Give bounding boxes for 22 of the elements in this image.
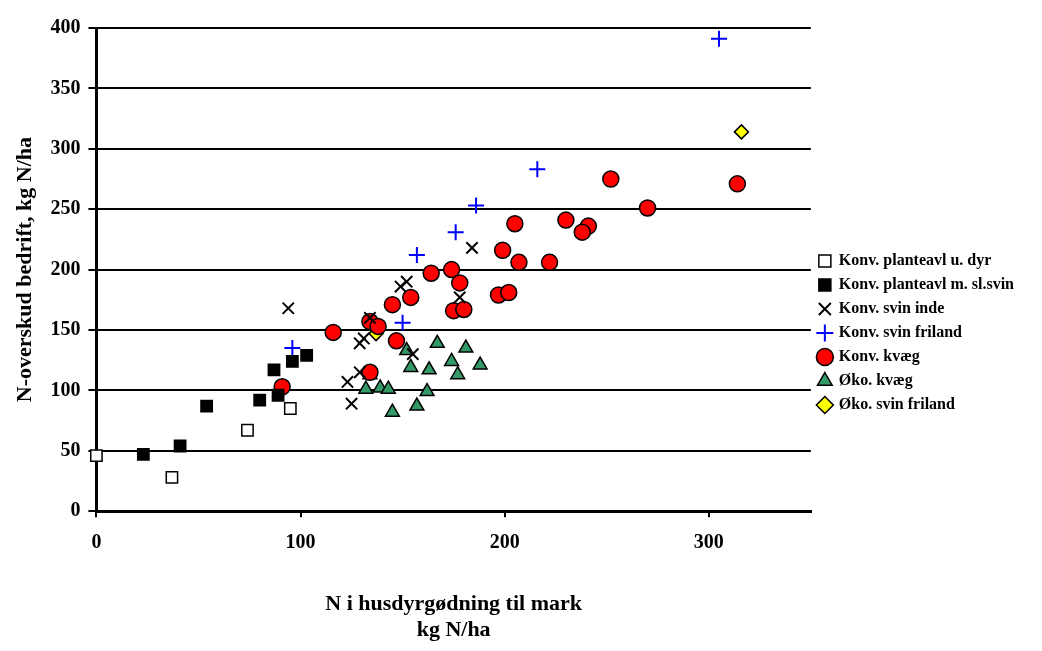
legend-label: Konv. planteavl u. dyr [838, 251, 992, 270]
y-tick-label: 350 [50, 75, 81, 98]
y-tick-label: 150 [50, 317, 81, 340]
x-tick-label: 200 [489, 530, 520, 553]
y-tick-label: 200 [50, 256, 81, 279]
y-tick-label: 400 [50, 15, 81, 38]
legend-label: Konv. planteavl m. sl.svin [838, 275, 1015, 294]
y-tick-label: 300 [50, 135, 81, 158]
x-tick-label: 0 [91, 530, 102, 553]
y-tick-label: 250 [50, 196, 81, 219]
y-axis-title: N-overskud bedrift, kg N/ha [10, 136, 36, 403]
x-axis-title: N i husdyrgødning til mark kg N/ha [325, 590, 583, 642]
legend-label: Konv. svin inde [838, 299, 945, 317]
legend-label: Konv. svin friland [838, 323, 963, 341]
legend-label: Øko. svin friland [838, 395, 955, 413]
y-tick-label: 50 [60, 437, 81, 460]
legend-label: Øko. kvæg [838, 371, 913, 390]
y-tick-label: 0 [70, 498, 81, 521]
x-tick-label: 100 [285, 530, 316, 553]
y-tick-label: 100 [50, 377, 81, 400]
x-tick-label: 300 [693, 530, 724, 553]
legend-label: Konv. kvæg [838, 347, 920, 366]
